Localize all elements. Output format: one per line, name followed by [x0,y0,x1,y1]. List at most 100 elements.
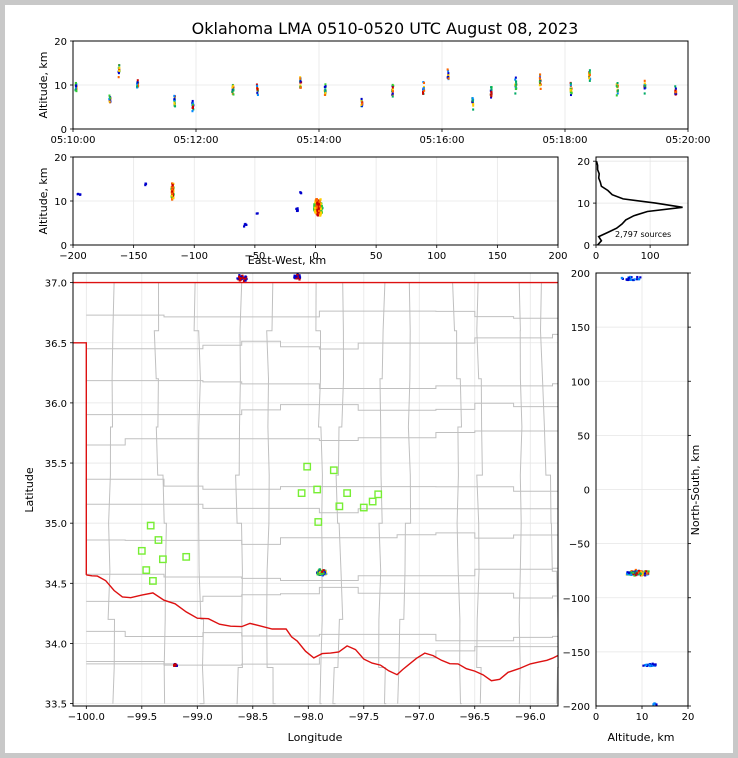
time-source-point [173,102,176,105]
latitude-tick-label: 37.0 [45,279,67,290]
map-source-point [318,571,321,574]
map-source-point [242,279,246,283]
latitude-tick-label: 36.0 [45,399,67,410]
map-source-point [323,572,326,576]
ns-source-point [630,571,633,574]
histogram-line [595,160,683,246]
time-source-point [299,78,302,82]
time-altitude-panel: 05:10:00 05:12:00 05:14:00 05:16:00 05:18:00… [37,37,710,146]
time-source-point [471,99,474,102]
longitude-tick-label: −96.5 [459,712,490,723]
time-tick-label: 05:14:00 [297,135,342,146]
time-source-point [538,80,541,83]
time-source-point [299,86,302,89]
ns-source-point [636,275,639,279]
time-source-point [569,87,572,90]
time-source-point [514,92,517,95]
time-source-point [299,84,302,87]
map-source-point [298,278,301,281]
ew-source-point [317,211,320,214]
ns-source-point [639,572,642,575]
ns-tick-label: −50 [569,540,590,551]
time-source-point [471,97,474,100]
ew-source-point [313,204,316,207]
ew-source-point [320,205,323,208]
map-source-point [298,276,302,279]
ns-source-point [645,570,648,573]
time-tick-label: 05:18:00 [543,135,588,146]
ew-ylabel: Altitude, km [37,167,50,234]
time-source-point [232,88,235,92]
ns-source-point [637,569,641,573]
longitude-tick-label: −97.5 [348,712,379,723]
ns-tick-label: 50 [577,431,590,442]
ew-tick-label: −50 [244,251,265,262]
map-source-point [295,277,298,280]
ns-source-point [648,663,651,666]
time-source-point [472,108,475,111]
ns-ylabel: North-South, km [689,445,702,536]
ns-source-point [640,571,643,574]
time-source-point [192,102,195,105]
longitude-tick-label: −99.5 [126,712,157,723]
ns-source-point [626,573,629,576]
longitude-tick-label: −96.0 [515,712,546,723]
hist-altitude-tick: 20 [577,157,590,168]
ns-source-point [641,572,644,575]
hist-altitude-tick: 0 [584,241,590,252]
map-source-point [174,663,177,667]
hist-count-tick: 0 [593,251,599,262]
ew-tick-label: 100 [427,251,446,262]
time-source-point [616,85,619,88]
time-source-point [118,69,121,72]
time-source-point [447,77,450,80]
time-source-point [588,77,591,80]
ns-source-point [620,276,623,280]
latitude-tick-label: 35.5 [45,459,67,470]
map-panel: −100.0 −99.5 −99.0 −98.5 −98.0 −97.5 −97.0 −96.… [23,272,559,744]
ew-source-point [299,191,302,194]
time-source-point [324,89,327,92]
ew-source-point [170,194,173,197]
time-source-point [588,76,591,79]
ns-tick-label: 0 [584,486,590,497]
ew-source-point [318,212,321,215]
map-source-point [243,277,246,280]
ns-source-point [626,278,629,281]
ns-altitude-panel: 0 10 20 −200 −150 −100 −50 0 50 100 150 200 North-S… [563,269,702,744]
ew-source-point [319,212,323,215]
time-source-point [323,93,326,96]
map-source-point [298,274,301,277]
time-source-point [256,88,259,91]
time-source-point [569,89,572,92]
time-source-point [423,89,426,92]
ew-source-point [314,207,317,210]
ns-tick-label: 200 [571,269,590,280]
map-source-point [318,569,321,572]
time-source-point [117,71,120,75]
time-source-point [588,69,591,72]
ns-source-point [649,664,652,668]
time-source-point [490,90,493,94]
ew-altitude-tick-label: 10 [54,197,67,208]
time-source-point [136,85,139,88]
ns-tick-label: −100 [563,594,590,605]
time-source-point [136,79,139,82]
map-source-point [296,275,300,278]
longitude-tick-label: −99.0 [182,712,213,723]
ew-source-point [317,207,320,210]
time-tick-label: 05:16:00 [420,135,465,146]
ew-source-point [76,193,79,196]
map-ylabel: Latitude [23,467,36,513]
time-source-point [616,89,619,93]
map-source-point [323,571,326,574]
ew-source-point [316,213,319,216]
ew-altitude-tick-label: 0 [61,241,67,252]
time-source-point [515,83,518,86]
longitude-tick-label: −98.0 [293,712,324,723]
hist-count-tick: 100 [641,251,660,262]
ns-source-point [637,278,640,281]
ns-altitude-tick: 20 [682,712,695,723]
ns-source-point [630,276,633,279]
time-source-point [514,84,517,88]
